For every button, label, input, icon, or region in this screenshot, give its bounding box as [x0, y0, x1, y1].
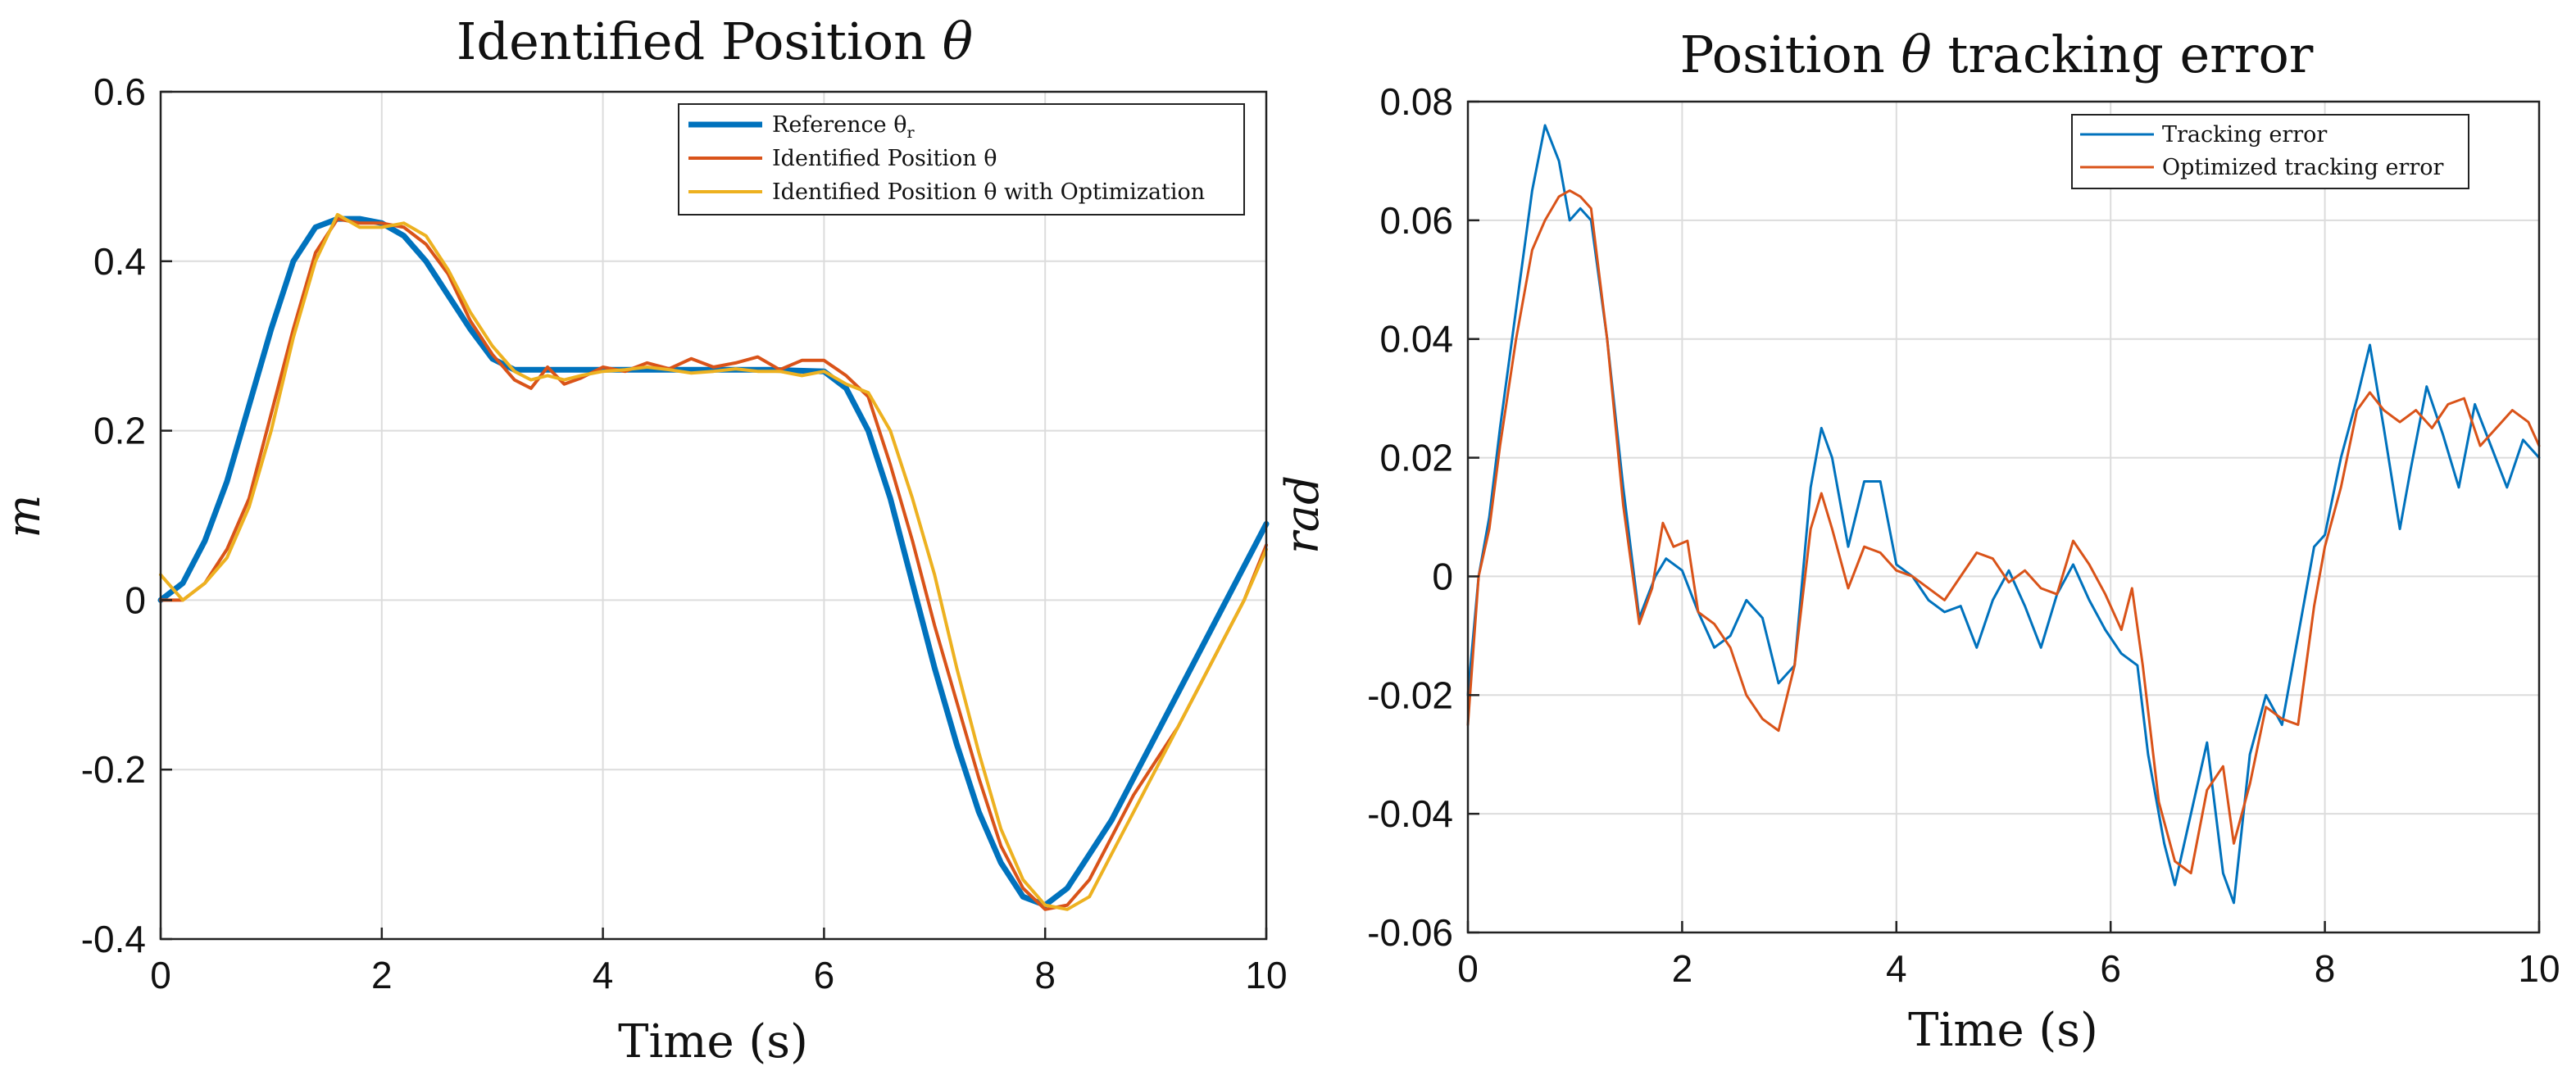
y-tick-label: 0.4 — [93, 240, 146, 283]
series-line-identified-position-with-optimization — [159, 212, 1268, 911]
y-tick-label: 0.04 — [1379, 318, 1453, 361]
y-tick-label: 0.06 — [1379, 199, 1453, 242]
x-axis-label: Time (s) — [1908, 1004, 2098, 1057]
x-tick-label: 2 — [1672, 947, 1693, 990]
legend-label-optimized: Optimized tracking error — [2162, 155, 2443, 180]
y-tick-label: 0 — [1432, 555, 1453, 597]
y-tick-label: 0.6 — [93, 70, 146, 113]
x-tick-label: 4 — [1886, 947, 1907, 990]
legend-label-optimized: Identified Position θ with Optimization — [772, 179, 1205, 205]
x-tick-label: 10 — [2518, 947, 2560, 990]
x-tick-label: 0 — [1457, 947, 1479, 990]
y-tick-label: -0.2 — [81, 748, 146, 791]
chart-title: Identified Position θ — [457, 11, 973, 71]
series-line-identified-position — [159, 217, 1268, 911]
plot-frame — [1466, 100, 2541, 934]
legend-label-reference: Reference θr — [772, 112, 915, 142]
y-tick-label: 0.2 — [93, 410, 146, 452]
x-axis-label: Time (s) — [618, 1015, 808, 1069]
y-tick-label: 0.08 — [1379, 80, 1453, 123]
chart-tracking-error: Position θ tracking error 0 2 4 6 8 10 -0.06-… — [1276, 25, 2560, 1057]
series-group — [1466, 124, 2541, 905]
legend-label-tracking: Tracking error — [2162, 122, 2327, 147]
y-tick-label: -0.4 — [81, 918, 146, 960]
y-tick-label: 0.02 — [1379, 437, 1453, 479]
y-tick-label: 0 — [125, 579, 146, 621]
series-line-reference-r — [157, 216, 1270, 909]
y-axis-label: m — [0, 494, 51, 538]
chart-identified-position: Identified Position θ 0 2 4 6 8 10 -0.4-0.200… — [0, 11, 1288, 1069]
y-tick-label: -0.04 — [1367, 792, 1453, 835]
series-line-tracking-error — [1466, 124, 2541, 905]
legend: Tracking error Optimized tracking error — [2071, 114, 2469, 189]
x-tick-label: 8 — [1034, 954, 1056, 996]
legend-box — [2071, 114, 2469, 189]
y-tick-labels: -0.06 -0.04 -0.02 0 0.02 0.04 0.06 0.08 — [1367, 80, 1479, 954]
series-group — [157, 212, 1270, 911]
grid — [160, 91, 1267, 940]
y-tick-label: -0.02 — [1367, 674, 1453, 716]
series-line-optimized-tracking-error — [1466, 189, 2541, 875]
x-tick-label: 2 — [371, 954, 393, 996]
x-tick-label: 6 — [2100, 947, 2121, 990]
x-tick-label: 8 — [2315, 947, 2336, 990]
x-tick-labels: 0 2 4 6 8 10 — [1457, 921, 2560, 990]
x-tick-label: 0 — [150, 954, 171, 996]
y-tick-label: -0.06 — [1367, 911, 1453, 954]
x-tick-label: 6 — [814, 954, 835, 996]
x-tick-labels: 0 2 4 6 8 10 — [150, 928, 1288, 996]
plot-frame — [159, 90, 1268, 941]
y-tick-labels: -0.4 -0.2 0 0.2 0.4 0.6 — [81, 70, 172, 960]
x-tick-label: 4 — [593, 954, 614, 996]
chart-title: Position θ tracking error — [1680, 25, 2314, 84]
grid — [1467, 101, 2540, 933]
y-axis-label: rad — [1276, 475, 1329, 554]
x-tick-label: 10 — [1245, 954, 1287, 996]
legend-label-identified: Identified Position θ — [772, 146, 997, 171]
legend-box — [678, 103, 1245, 216]
legend: Reference θr Identified Position θ Ident… — [678, 103, 1245, 216]
